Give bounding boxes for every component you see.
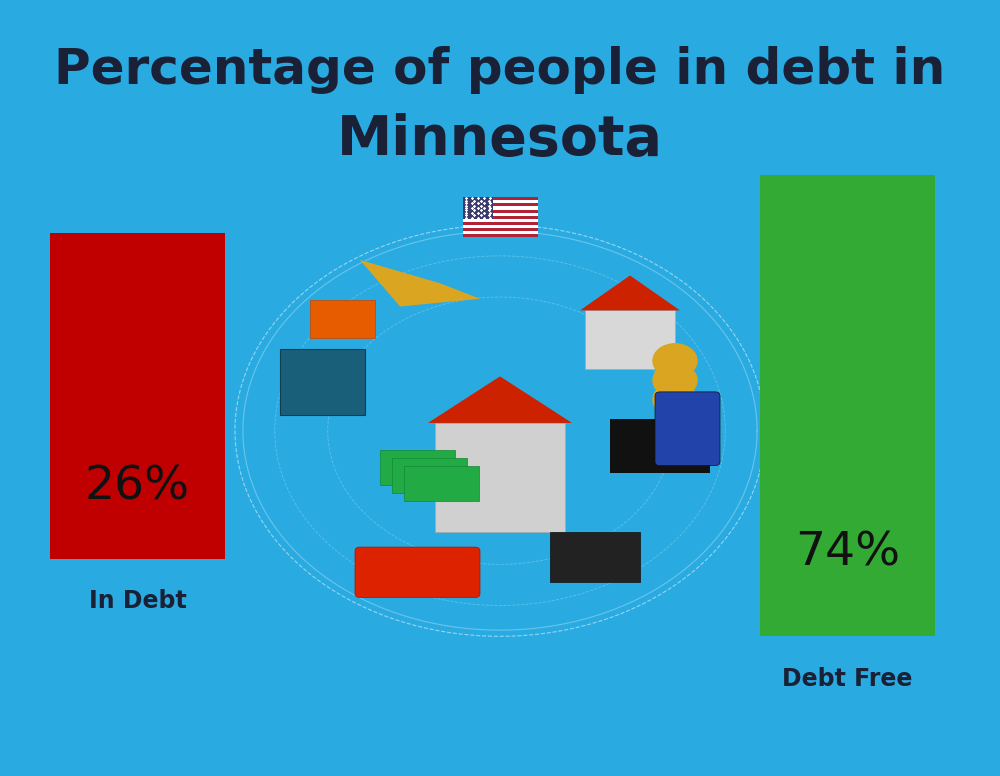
FancyBboxPatch shape [655, 392, 720, 466]
FancyBboxPatch shape [355, 547, 480, 598]
FancyBboxPatch shape [462, 197, 493, 219]
Text: 26%: 26% [85, 465, 190, 510]
FancyBboxPatch shape [462, 216, 538, 219]
Text: Percentage of people in debt in: Percentage of people in debt in [54, 46, 946, 94]
FancyBboxPatch shape [550, 532, 640, 582]
FancyBboxPatch shape [760, 175, 935, 636]
FancyBboxPatch shape [392, 458, 467, 493]
FancyBboxPatch shape [50, 233, 225, 559]
Text: In Debt: In Debt [89, 590, 186, 613]
Text: Minnesota: Minnesota [337, 113, 663, 167]
Circle shape [653, 363, 697, 397]
Polygon shape [360, 260, 480, 307]
FancyBboxPatch shape [462, 197, 538, 237]
FancyBboxPatch shape [462, 210, 538, 213]
FancyBboxPatch shape [435, 423, 565, 532]
FancyBboxPatch shape [462, 222, 538, 225]
Circle shape [653, 383, 697, 417]
Polygon shape [428, 376, 572, 423]
Polygon shape [580, 275, 680, 310]
FancyBboxPatch shape [280, 349, 365, 415]
FancyBboxPatch shape [404, 466, 479, 501]
Text: Debt Free: Debt Free [782, 667, 913, 691]
FancyBboxPatch shape [462, 197, 538, 200]
FancyBboxPatch shape [462, 234, 538, 237]
Text: 74%: 74% [795, 531, 900, 576]
FancyBboxPatch shape [462, 203, 538, 206]
FancyBboxPatch shape [310, 300, 375, 338]
FancyBboxPatch shape [462, 228, 538, 231]
Circle shape [653, 344, 697, 378]
FancyBboxPatch shape [585, 310, 675, 369]
FancyBboxPatch shape [380, 450, 455, 485]
FancyBboxPatch shape [610, 419, 710, 473]
